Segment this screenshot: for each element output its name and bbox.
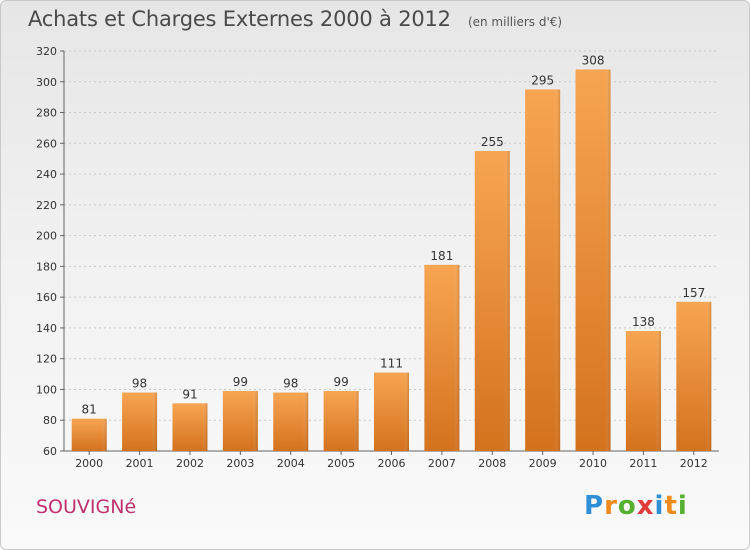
commune-name: SOUVIGNé	[36, 496, 137, 518]
y-tick-label: 160	[36, 291, 57, 304]
bar-shade	[525, 89, 561, 451]
x-tick-label: 2008	[478, 457, 506, 470]
bar-value-label: 98	[283, 377, 298, 391]
y-tick-label: 60	[43, 445, 57, 458]
bar-value-label: 295	[531, 73, 554, 87]
logo-letter: i	[677, 491, 688, 521]
y-tick-label: 240	[36, 168, 57, 181]
bar-shade	[374, 372, 409, 451]
x-tick-label: 2009	[529, 457, 557, 470]
bar-value-label: 99	[333, 375, 348, 389]
bar-value-label: 98	[132, 377, 147, 391]
logo-letter: o	[617, 491, 637, 521]
y-tick-label: 280	[36, 107, 57, 120]
bar-value-label: 255	[481, 135, 504, 149]
bar-shade	[474, 151, 510, 451]
bar-value-label: 181	[430, 249, 453, 263]
logo-letter: P	[584, 491, 605, 521]
x-tick-label: 2012	[680, 457, 708, 470]
bar-shade	[172, 403, 208, 451]
y-tick-label: 120	[36, 353, 57, 366]
y-tick-label: 100	[36, 383, 57, 396]
x-tick-label: 2003	[226, 457, 254, 470]
logo-letter: i	[654, 491, 665, 521]
logo-letter: r	[604, 491, 618, 521]
y-tick-label: 200	[36, 230, 57, 243]
x-tick-label: 2010	[579, 457, 607, 470]
x-tick-label: 2004	[277, 457, 305, 470]
bar-value-label: 81	[82, 403, 97, 417]
y-tick-label: 180	[36, 260, 57, 273]
proxiti-logo: Proxiti	[584, 491, 688, 521]
y-tick-label: 260	[36, 137, 57, 150]
bar-shade	[424, 264, 460, 451]
bar-shade	[71, 418, 107, 451]
bar-value-label: 99	[233, 375, 248, 389]
chart-subtitle: (en milliers d'€)	[467, 15, 563, 29]
logo-letter: x	[636, 491, 655, 521]
y-tick-label: 300	[36, 76, 57, 89]
y-tick-label: 320	[36, 45, 57, 58]
bar-value-label: 111	[380, 357, 403, 371]
x-tick-label: 2000	[75, 457, 103, 470]
bar-value-label: 308	[582, 53, 605, 67]
x-tick-label: 2011	[629, 457, 657, 470]
logo-letter: t	[664, 491, 678, 521]
y-tick-label: 220	[36, 199, 57, 212]
x-tick-label: 2005	[327, 457, 355, 470]
x-tick-label: 2006	[378, 457, 406, 470]
title-row: Achats et Charges Externes 2000 à 2012 (…	[28, 7, 562, 31]
x-tick-label: 2001	[126, 457, 154, 470]
bar-value-label: 91	[182, 387, 197, 401]
bar-shade	[222, 391, 258, 451]
bar-value-label: 157	[682, 286, 705, 300]
bar-shade	[676, 301, 712, 451]
x-tick-label: 2002	[176, 457, 204, 470]
bar-shade	[273, 392, 309, 451]
x-tick-label: 2007	[428, 457, 456, 470]
bar-shade	[122, 392, 158, 451]
y-tick-label: 140	[36, 322, 57, 335]
y-tick-label: 80	[43, 414, 57, 427]
bar-shade	[323, 391, 359, 451]
chart-title: Achats et Charges Externes 2000 à 2012	[28, 7, 451, 31]
bar-shade	[575, 69, 611, 451]
bar-value-label: 138	[632, 315, 655, 329]
bar-shade	[625, 331, 661, 451]
